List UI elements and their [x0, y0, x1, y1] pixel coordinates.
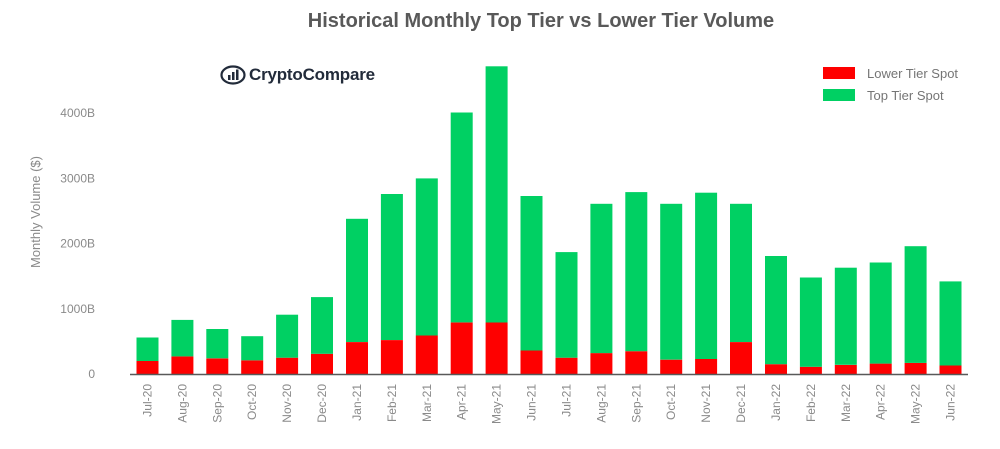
bar-top-tier [136, 337, 159, 361]
bar-lower-tier [415, 335, 438, 374]
bar-lower-tier [730, 342, 752, 374]
x-tick-label: Feb-21 [385, 384, 399, 422]
y-tick-label: 4000B [60, 106, 95, 120]
cryptocompare-logo: CryptoCompare [220, 64, 375, 86]
x-tick-label: Aug-21 [594, 384, 608, 423]
bar-lower-tier [311, 353, 333, 374]
cryptocompare-logo-icon [220, 65, 246, 85]
bar-lower-tier [485, 322, 508, 374]
bar-lower-tier [276, 357, 299, 374]
x-tick-label: Dec-21 [734, 384, 748, 423]
bar-lower-tier [869, 363, 892, 374]
bar-lower-tier [520, 350, 543, 374]
y-tick-label: 2000B [60, 237, 95, 251]
legend-item-top-tier: Top Tier Spot [823, 84, 958, 106]
legend-label-lower-tier: Lower Tier Spot [867, 65, 959, 81]
y-axis-ticks: 0 1000B 2000B 3000B 4000B [60, 106, 95, 381]
bar-top-tier [799, 277, 822, 367]
bar-top-tier [485, 66, 508, 323]
bar-lower-tier [765, 364, 787, 374]
bar-top-tier [206, 329, 229, 359]
x-tick-label: Jul-20 [141, 384, 155, 417]
y-axis-title: Monthly Volume ($) [28, 156, 43, 268]
x-tick-label: Apr-21 [455, 384, 469, 420]
x-tick-label: Feb-22 [804, 384, 818, 422]
bar-lower-tier [171, 356, 194, 374]
bar-top-tier [904, 246, 927, 363]
bar-lower-tier [450, 322, 473, 374]
bar-lower-tier [590, 353, 613, 374]
bar-top-tier [276, 314, 299, 358]
bar-lower-tier [241, 360, 264, 374]
x-tick-label: May-22 [909, 384, 923, 424]
legend-item-lower-tier: Lower Tier Spot [823, 62, 958, 84]
bars [136, 66, 962, 374]
x-tick-label: Jun-21 [525, 384, 539, 421]
x-tick-label: Jun-22 [944, 384, 958, 421]
bar-top-tier [450, 112, 473, 323]
x-tick-label: Oct-21 [664, 384, 678, 420]
x-axis-ticks: Jul-20 Aug-20 Sep-20 Oct-20 Nov-20 Dec-20 Jan-… [141, 384, 958, 424]
legend-swatch-lower-tier [823, 67, 855, 79]
x-tick-label: Jul-21 [560, 384, 574, 417]
bar-lower-tier [695, 359, 718, 374]
bar-top-tier [869, 262, 892, 364]
x-tick-label: Jan-22 [769, 384, 783, 421]
bar-lower-tier [625, 351, 648, 374]
x-tick-label: Oct-20 [245, 384, 259, 420]
x-tick-label: Nov-21 [699, 384, 713, 423]
bar-top-tier [241, 336, 264, 361]
x-tick-label: Mar-22 [839, 384, 853, 422]
x-tick-label: May-21 [490, 384, 504, 424]
x-tick-label: Mar-21 [420, 384, 434, 422]
bar-lower-tier [939, 365, 962, 374]
y-tick-label: 0 [88, 367, 95, 381]
bar-top-tier [311, 297, 333, 354]
bar-top-tier [415, 178, 438, 336]
x-tick-label: Apr-22 [874, 384, 888, 420]
chart-title: Historical Monthly Top Tier vs Lower Tie… [307, 10, 775, 32]
x-tick-label: Nov-20 [280, 384, 294, 423]
bar-lower-tier [834, 364, 857, 374]
bar-top-tier [380, 194, 403, 340]
bar-top-tier [590, 203, 613, 354]
bar-top-tier [939, 281, 962, 366]
x-tick-label: Aug-20 [175, 384, 189, 423]
bar-top-tier [171, 319, 194, 357]
logo-text: CryptoCompare [249, 65, 375, 84]
x-tick-label: Dec-20 [315, 384, 329, 423]
bar-lower-tier [136, 361, 159, 374]
bar-top-tier [520, 196, 543, 351]
bar-lower-tier [799, 366, 822, 374]
x-tick-label: Jan-21 [350, 384, 364, 421]
legend: Lower Tier Spot Top Tier Spot [823, 62, 958, 106]
bar-top-tier [555, 252, 578, 358]
legend-label-top-tier: Top Tier Spot [867, 87, 944, 103]
x-tick-label: Sep-21 [629, 384, 643, 423]
bar-lower-tier [660, 359, 683, 374]
y-tick-label: 3000B [60, 171, 95, 185]
bar-top-tier [695, 192, 718, 359]
bar-lower-tier [555, 357, 578, 374]
bar-lower-tier [904, 362, 927, 374]
bar-lower-tier [206, 358, 229, 374]
bar-top-tier [625, 192, 648, 352]
x-tick-label: Sep-20 [210, 384, 224, 423]
bar-top-tier [834, 267, 857, 365]
bar-top-tier [730, 203, 752, 342]
bar-top-tier [346, 218, 368, 342]
legend-swatch-top-tier [823, 89, 855, 101]
bar-lower-tier [380, 340, 403, 374]
bar-top-tier [660, 203, 683, 360]
bar-top-tier [765, 256, 787, 365]
bar-lower-tier [346, 342, 368, 374]
y-tick-label: 1000B [60, 302, 95, 316]
